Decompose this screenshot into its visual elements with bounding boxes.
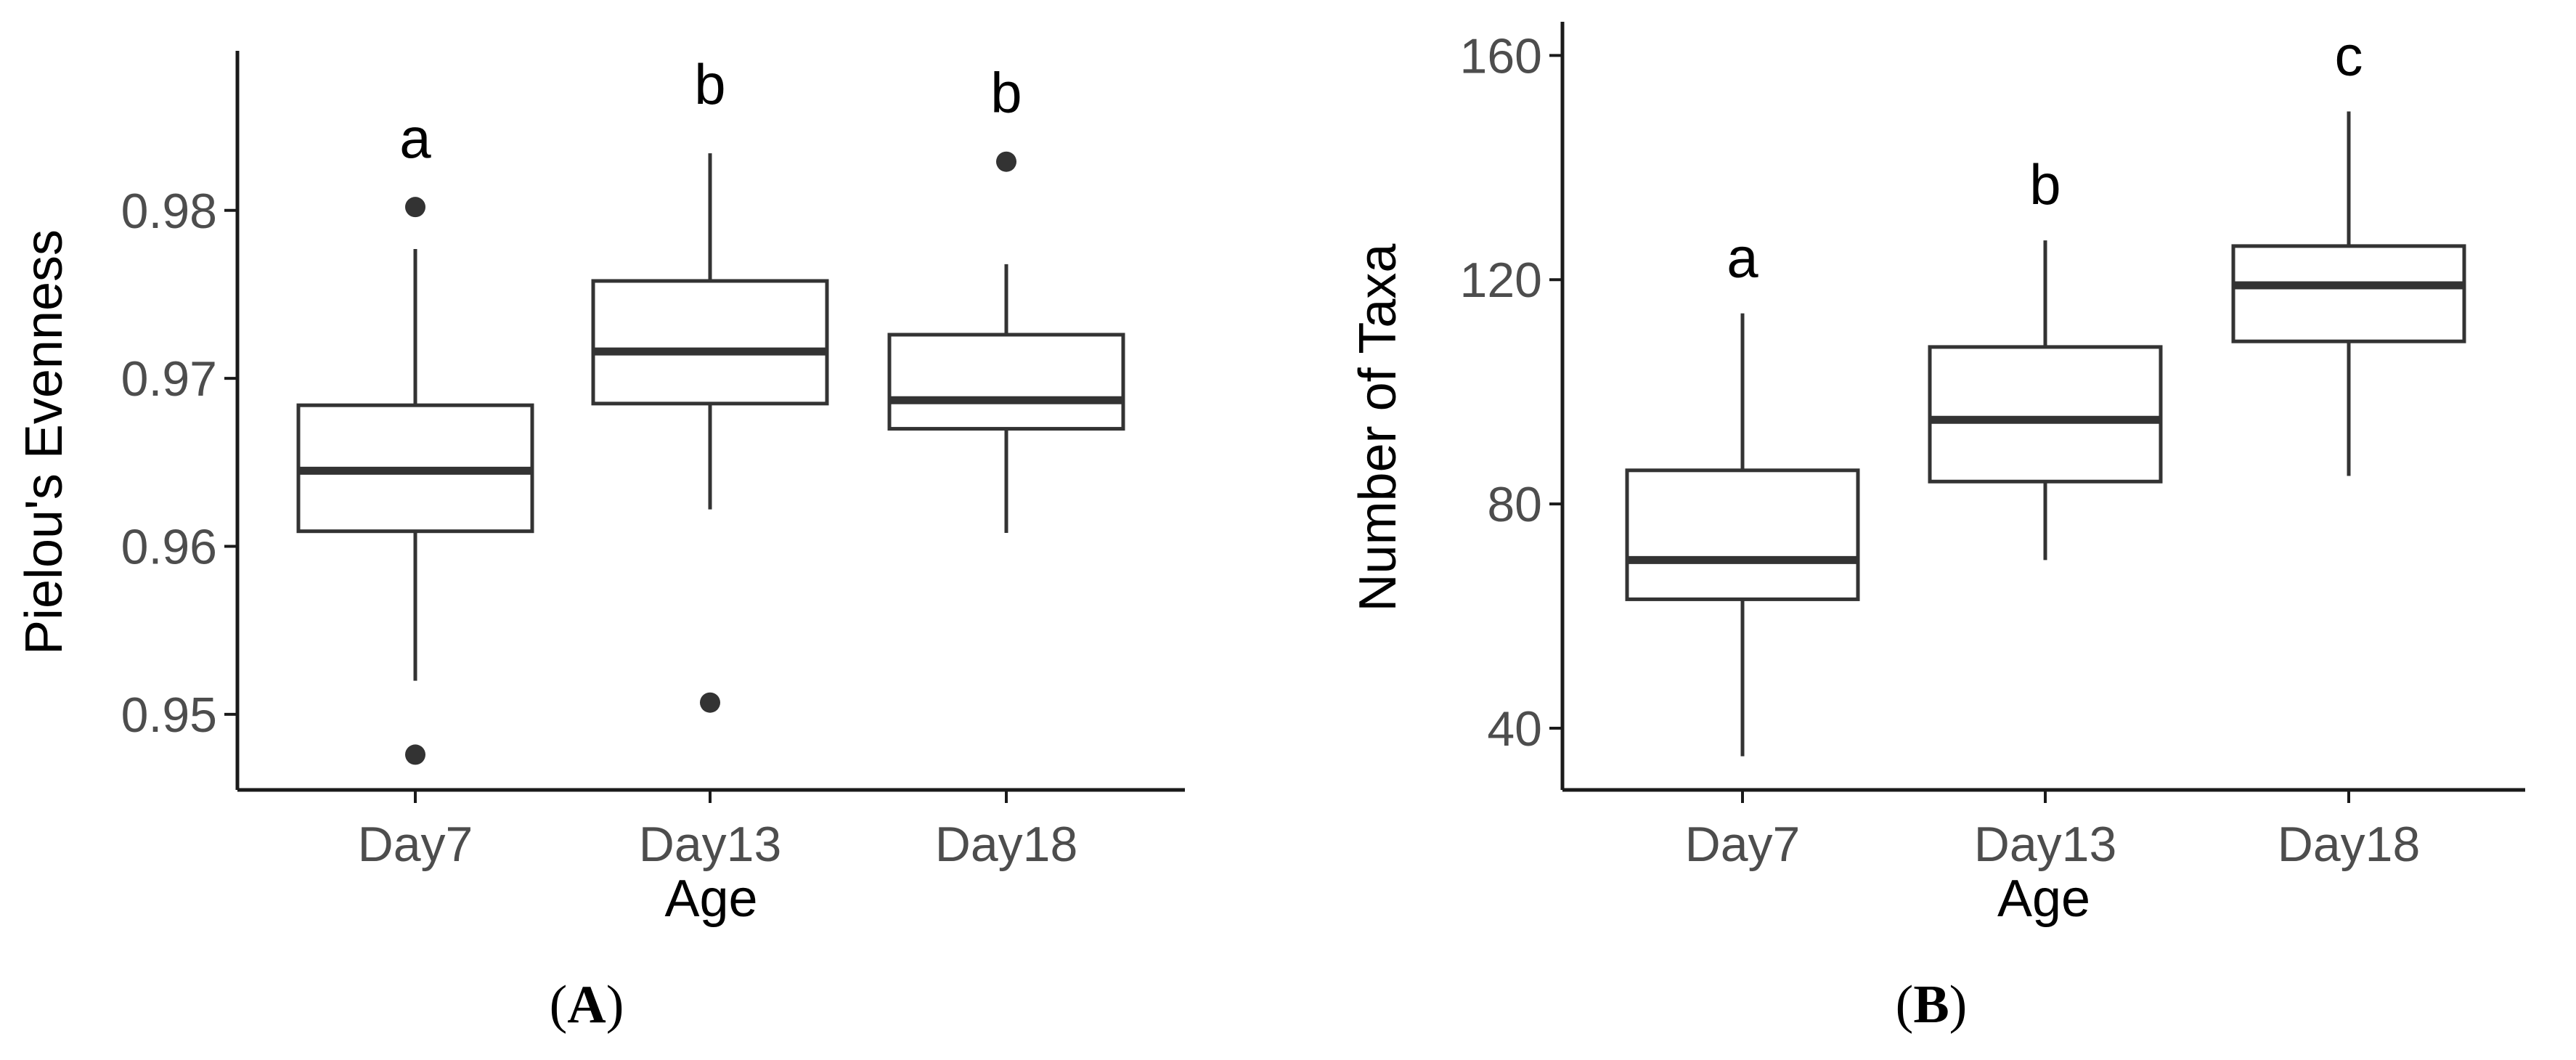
box-day13: b xyxy=(593,52,827,713)
significance-letter: b xyxy=(990,61,1022,125)
outlier-point xyxy=(996,152,1016,172)
y-tick-label: 160 xyxy=(1460,28,1542,83)
x-axis-title: Age xyxy=(1997,870,2090,928)
iqr-box xyxy=(1627,470,1858,600)
iqr-box xyxy=(2233,246,2464,341)
box-day7: a xyxy=(1627,226,1858,757)
y-axis-title: Pielou's Evenness xyxy=(15,229,73,655)
panel-b-taxa-boxplot: 40 80 120 160 Day7 Day13 Day18 Age Number of Tax… xyxy=(1349,22,2525,1035)
x-tick-label: Day7 xyxy=(1685,817,1801,872)
outlier-point xyxy=(700,693,720,713)
outlier-point xyxy=(405,744,425,765)
y-tick-label: 40 xyxy=(1487,701,1542,757)
significance-letter: a xyxy=(399,106,431,170)
iqr-box xyxy=(593,281,827,404)
box-day18: c xyxy=(2233,24,2464,476)
y-tick-label: 120 xyxy=(1460,253,1542,308)
outlier-point xyxy=(405,197,425,217)
y-tick-label: 0.96 xyxy=(121,520,217,575)
panel-label: (A) xyxy=(550,975,624,1035)
y-tick-label: 0.97 xyxy=(121,351,217,407)
x-tick-label: Day18 xyxy=(935,817,1078,872)
box-day18: b xyxy=(889,61,1123,533)
x-tick-label: Day18 xyxy=(2278,817,2421,872)
box-day7: a xyxy=(298,106,532,765)
x-tick-label: Day13 xyxy=(639,817,782,872)
iqr-box xyxy=(1930,347,2161,481)
x-axis-title: Age xyxy=(664,870,757,928)
y-axis-title: Number of Taxa xyxy=(1349,243,1407,612)
significance-letter: b xyxy=(2029,152,2061,216)
panel-a-evenness-boxplot: 0.95 0.96 0.97 0.98 Day7 Day13 Day18 Age Pielou'… xyxy=(15,51,1185,1035)
iqr-box xyxy=(889,335,1123,429)
significance-letter: c xyxy=(2335,24,2363,88)
significance-letter: b xyxy=(694,52,725,116)
y-tick-label: 0.98 xyxy=(121,184,217,239)
x-tick-label: Day7 xyxy=(358,817,473,872)
y-tick-label: 0.95 xyxy=(121,688,217,743)
panel-label: (B) xyxy=(1896,975,1968,1035)
x-tick-label: Day13 xyxy=(1974,817,2117,872)
y-tick-label: 80 xyxy=(1487,477,1542,532)
significance-letter: a xyxy=(1727,226,1758,290)
box-day13: b xyxy=(1930,152,2161,560)
